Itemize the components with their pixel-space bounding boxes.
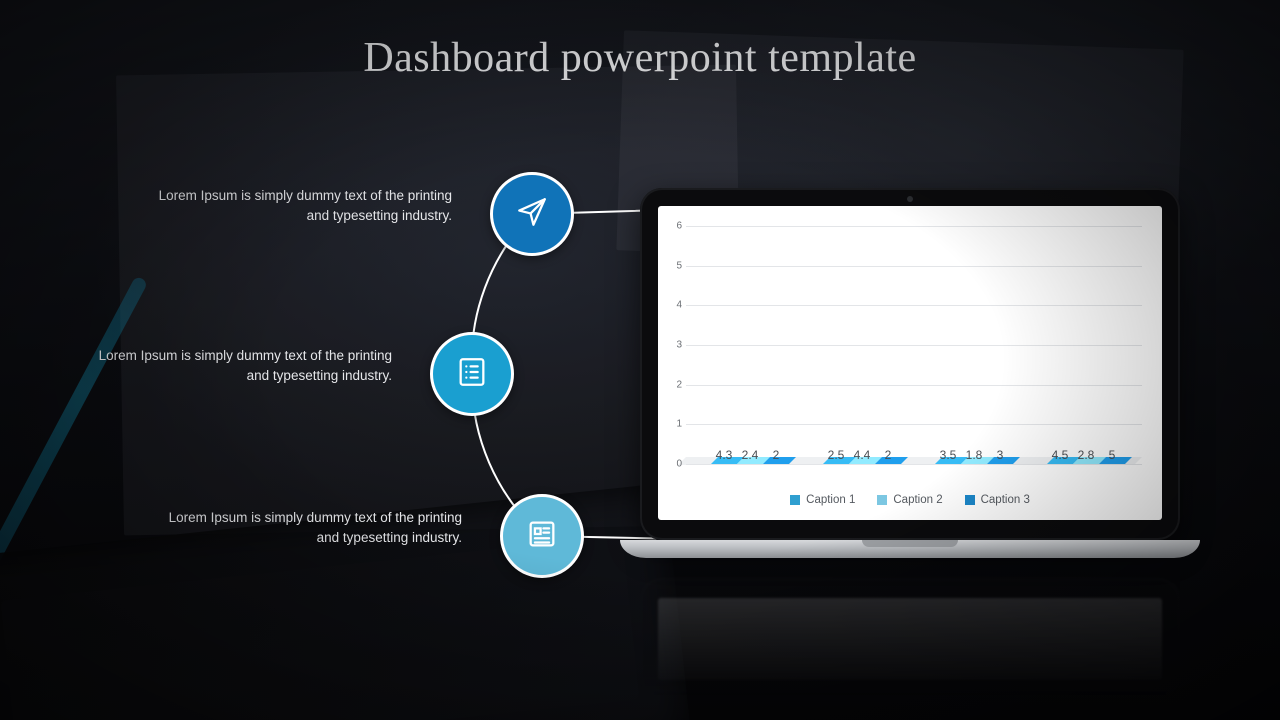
laptop-notch bbox=[862, 540, 958, 547]
feature-node-2 bbox=[430, 332, 514, 416]
feature-label-3: Lorem Ipsum is simply dummy text of the … bbox=[162, 508, 462, 549]
bar-value-label: 3 bbox=[997, 448, 1004, 462]
checklist-icon bbox=[455, 355, 489, 394]
legend-swatch bbox=[965, 495, 975, 505]
legend-item-1: Caption 1 bbox=[790, 494, 855, 506]
legend-item-3: Caption 3 bbox=[965, 494, 1030, 506]
laptop-bezel: 0 1 2 3 4 5 6 4.3 2.4 2 2.5 4.4 2 3.5 1.8 3 4.5 2.8 5 Cap… bbox=[640, 188, 1180, 540]
bar-value-label: 4.3 bbox=[716, 448, 733, 462]
bar-value-label: 2.5 bbox=[828, 448, 845, 462]
legend-swatch bbox=[790, 495, 800, 505]
chart-bars: 4.3 2.4 2 2.5 4.4 2 3.5 1.8 3 4.5 2.8 5 bbox=[694, 226, 1142, 464]
y-tick-label: 2 bbox=[662, 379, 682, 390]
bar-value-label: 4.5 bbox=[1052, 448, 1069, 462]
legend-swatch bbox=[877, 495, 887, 505]
page-title: Dashboard powerpoint template bbox=[0, 34, 1280, 82]
chart-legend: Caption 1 Caption 2 Caption 3 bbox=[658, 494, 1162, 506]
laptop-reflection bbox=[640, 558, 1180, 698]
bar-value-label: 3.5 bbox=[940, 448, 957, 462]
laptop-camera bbox=[907, 196, 913, 202]
bar-value-label: 2.8 bbox=[1078, 448, 1095, 462]
laptop-base bbox=[620, 540, 1200, 558]
laptop: 0 1 2 3 4 5 6 4.3 2.4 2 2.5 4.4 2 3.5 1.8 3 4.5 2.8 5 Cap… bbox=[640, 188, 1180, 558]
legend-item-2: Caption 2 bbox=[877, 494, 942, 506]
newspaper-icon bbox=[525, 517, 559, 556]
bar-value-label: 2 bbox=[773, 448, 780, 462]
feature-label-1: Lorem Ipsum is simply dummy text of the … bbox=[152, 186, 452, 227]
bar-value-label: 2 bbox=[885, 448, 892, 462]
y-tick-label: 4 bbox=[662, 300, 682, 311]
bar-value-label: 5 bbox=[1109, 448, 1116, 462]
bar-chart: 0123456 4.32.422.54.423.51.834.52.85 bbox=[686, 226, 1142, 464]
laptop-screen: 0 1 2 3 4 5 6 4.3 2.4 2 2.5 4.4 2 3.5 1.8 3 4.5 2.8 5 Cap… bbox=[658, 206, 1162, 520]
legend-label: Caption 2 bbox=[893, 494, 942, 506]
bar-value-label: 4.4 bbox=[854, 448, 871, 462]
legend-label: Caption 1 bbox=[806, 494, 855, 506]
feature-node-3 bbox=[500, 494, 584, 578]
paper-plane-icon bbox=[515, 195, 549, 234]
y-tick-label: 6 bbox=[662, 221, 682, 232]
feature-label-2: Lorem Ipsum is simply dummy text of the … bbox=[92, 346, 392, 387]
bar-value-label: 1.8 bbox=[966, 448, 983, 462]
bar-value-label: 2.4 bbox=[742, 448, 759, 462]
y-tick-label: 5 bbox=[662, 260, 682, 271]
legend-label: Caption 3 bbox=[981, 494, 1030, 506]
y-tick-label: 1 bbox=[662, 419, 682, 430]
feature-node-1 bbox=[490, 172, 574, 256]
y-tick-label: 3 bbox=[662, 340, 682, 351]
y-tick-label: 0 bbox=[662, 459, 682, 470]
